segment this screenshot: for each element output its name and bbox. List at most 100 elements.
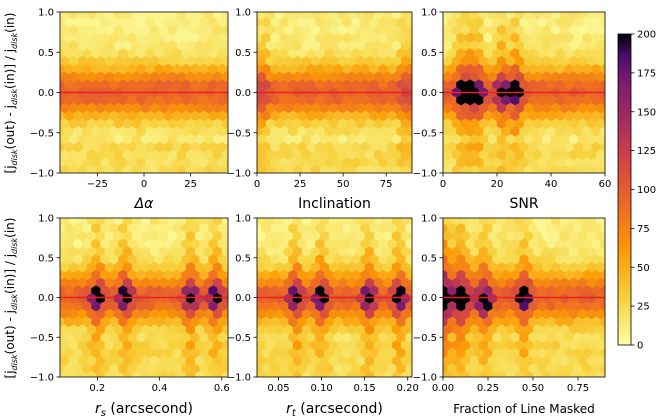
hexbin-cell — [559, 12, 561, 13]
hexbin-cell — [274, 165, 285, 173]
hexbin-cell — [595, 218, 597, 219]
hexbin-cell — [443, 105, 444, 112]
hexbin-cell — [122, 12, 124, 13]
hexbin-cell — [95, 218, 97, 219]
y-tick-label: 1.0 — [421, 8, 437, 19]
hexbin-cell — [604, 280, 605, 286]
hexbin-cell — [373, 218, 375, 219]
hexbin-cell — [221, 371, 228, 377]
hexbin-cell — [77, 165, 88, 173]
hexbin-cell — [469, 165, 480, 173]
hexbin-cell — [60, 218, 61, 219]
hexbin-cell — [460, 371, 471, 377]
hexbin-cell — [364, 12, 366, 13]
hexbin-cell — [167, 218, 169, 219]
x-axis-label: Fraction of Line Masked — [453, 402, 594, 416]
hexbin-cell — [443, 233, 444, 240]
hexbin-cell — [415, 142, 424, 152]
hexbin-cell — [364, 165, 375, 173]
hexbin-cell — [460, 165, 471, 173]
hexbin-cell — [185, 165, 196, 173]
hexbin-cell — [559, 218, 561, 219]
hexbin-cell — [257, 74, 258, 80]
hexbin-cell — [604, 327, 605, 333]
hexbin-cell — [60, 233, 61, 240]
x-axis-label: rs (arcsecond) — [95, 401, 193, 419]
hexbin-cell — [478, 165, 489, 173]
hexbin-cell — [400, 218, 402, 219]
hexbin-cell — [113, 165, 124, 173]
hexbin-cell — [301, 165, 312, 173]
hexbin-cell — [47, 142, 56, 152]
hexbin-cell — [451, 12, 453, 13]
hexbin-cell — [460, 12, 462, 13]
y-tick-label: 0.0 — [235, 88, 251, 99]
hexbin-cell — [604, 311, 605, 317]
hexbin-cell — [430, 348, 439, 358]
hexbin-cell — [443, 311, 444, 318]
hexbin-cell — [337, 165, 348, 173]
x-tick-label: 0 — [141, 179, 147, 190]
hexbin-cell — [167, 371, 178, 377]
hexbin-cell — [523, 371, 534, 377]
y-axis-label-bottom: [jdisk(out) - jdisk(in)] / jdisk(in) — [3, 218, 19, 379]
hexbin-cell — [231, 150, 240, 160]
hexbin-cell — [158, 165, 169, 173]
hexbin-cell — [319, 12, 321, 13]
colorbar: 0 25 50 75 100 125 150 175 200 — [617, 30, 656, 352]
x-tick-label: 0.10 — [310, 383, 332, 394]
hexbin-cell — [430, 270, 439, 280]
hexbin-cell — [532, 165, 543, 173]
hexbin-cell — [301, 371, 312, 377]
hexbin-cell — [203, 12, 205, 13]
hexbin-cell — [604, 373, 605, 377]
hexbin-cell — [203, 371, 214, 377]
x-axis-label: rt (arcsecond) — [286, 401, 383, 419]
hexbin-cell — [77, 12, 79, 13]
hexbin-cell — [265, 218, 267, 219]
hexbin-cell — [382, 165, 393, 173]
hexbin-cell — [47, 348, 56, 358]
hexbin-cell — [257, 27, 258, 34]
hexbin-cell — [364, 371, 375, 377]
hexbin-cell — [415, 158, 424, 168]
panels-group: −1.0 −0.5 0.0 0.5 1.0 −25 0 25 Δα −1.0 −0.5 0.0 0.5 1… — [30, 8, 612, 420]
hexbin-cell — [244, 64, 253, 74]
hexbin-cell — [104, 12, 106, 13]
hexbin-cell — [60, 152, 61, 158]
x-tick-label: 0.15 — [354, 383, 376, 394]
hexbin-cell — [409, 166, 412, 173]
y-tick-label: −0.5 — [30, 333, 54, 344]
hexbin-cell — [158, 12, 160, 13]
hexbin-cell — [328, 165, 339, 173]
hexbin-cell — [487, 371, 498, 377]
hexbin-cell — [443, 218, 444, 219]
panel-r-s: −1.0 −0.5 0.0 0.5 1.0 0.2 0.4 0.6 rs (arcsecond) — [30, 214, 230, 420]
hexbin-cell — [415, 64, 424, 74]
hexbin-cell — [244, 348, 253, 358]
hexbin-cell — [604, 249, 605, 255]
x-tick-label: 0.20 — [397, 383, 419, 394]
hexbin-cell — [577, 371, 588, 377]
hexbin-cell — [430, 317, 439, 327]
hexbin-cell — [443, 280, 444, 286]
hexbin-cell — [400, 165, 411, 173]
hexbin-cell — [292, 218, 294, 219]
x-tick-label: 0.00 — [432, 383, 454, 394]
y-tick-label: 0.0 — [235, 293, 251, 304]
hexbin-cell — [469, 371, 480, 377]
hexbin-cell — [47, 270, 56, 280]
x-axis-label: SNR — [509, 196, 538, 212]
hexbin-cell — [415, 317, 424, 327]
hexbin-cell — [391, 12, 393, 13]
hexbin-cell — [430, 142, 439, 152]
y-tick-label: 1.0 — [38, 214, 54, 225]
hexbin-cell — [523, 165, 534, 173]
hexbin-cell — [292, 371, 303, 377]
hexbin-cell — [77, 371, 88, 377]
hexbin-cell — [328, 12, 330, 13]
panel-delta-alpha: −1.0 −0.5 0.0 0.5 1.0 −25 0 25 Δα — [30, 8, 240, 212]
hexbin-cell — [231, 72, 240, 82]
hexbin-cell — [95, 165, 106, 173]
hexbin-cell — [131, 12, 133, 13]
